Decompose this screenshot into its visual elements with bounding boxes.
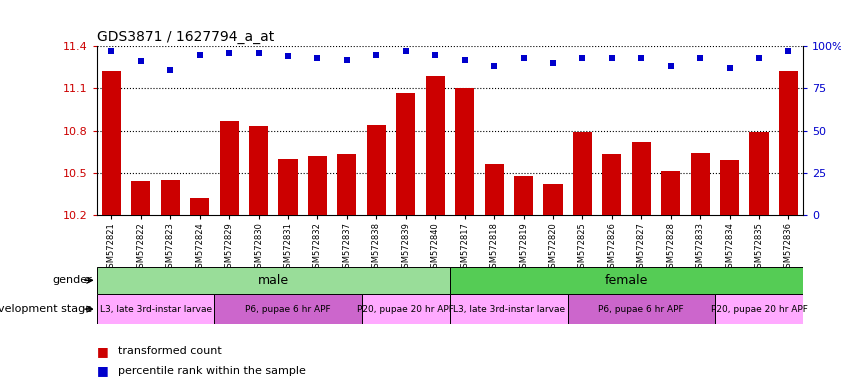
- Point: [575, 55, 589, 61]
- Bar: [514, 175, 533, 215]
- Point: [781, 48, 795, 54]
- Bar: [131, 181, 151, 215]
- Text: P6, pupae 6 hr APF: P6, pupae 6 hr APF: [246, 305, 331, 314]
- Bar: [278, 159, 298, 215]
- Text: male: male: [257, 274, 289, 287]
- Point: [752, 55, 765, 61]
- Point: [546, 60, 559, 66]
- Bar: [97, 294, 214, 324]
- Point: [104, 48, 118, 54]
- Text: L3, late 3rd-instar larvae: L3, late 3rd-instar larvae: [452, 305, 565, 314]
- Bar: [367, 125, 386, 215]
- Bar: [161, 180, 180, 215]
- Bar: [450, 267, 803, 294]
- Bar: [632, 142, 651, 215]
- Point: [428, 51, 442, 58]
- Point: [693, 55, 706, 61]
- Bar: [543, 184, 563, 215]
- Bar: [455, 88, 474, 215]
- Text: ■: ■: [97, 345, 108, 358]
- Point: [458, 56, 471, 63]
- Bar: [362, 294, 450, 324]
- Bar: [690, 153, 710, 215]
- Point: [399, 48, 412, 54]
- Text: P20, pupae 20 hr APF: P20, pupae 20 hr APF: [357, 305, 454, 314]
- Bar: [450, 294, 568, 324]
- Bar: [220, 121, 239, 215]
- Point: [487, 63, 500, 70]
- Text: transformed count: transformed count: [118, 346, 221, 356]
- Bar: [779, 71, 798, 215]
- Point: [134, 58, 147, 65]
- Point: [193, 51, 206, 58]
- Point: [634, 55, 648, 61]
- Text: P6, pupae 6 hr APF: P6, pupae 6 hr APF: [599, 305, 684, 314]
- Bar: [573, 132, 592, 215]
- Bar: [97, 267, 450, 294]
- Point: [281, 53, 294, 59]
- Point: [310, 55, 324, 61]
- Bar: [568, 294, 715, 324]
- Text: ■: ■: [97, 364, 108, 377]
- Bar: [214, 294, 362, 324]
- Point: [251, 50, 265, 56]
- Bar: [308, 156, 327, 215]
- Bar: [749, 132, 769, 215]
- Bar: [661, 171, 680, 215]
- Bar: [715, 294, 803, 324]
- Text: P20, pupae 20 hr APF: P20, pupae 20 hr APF: [711, 305, 807, 314]
- Point: [340, 56, 353, 63]
- Text: percentile rank within the sample: percentile rank within the sample: [118, 366, 305, 376]
- Bar: [602, 154, 621, 215]
- Point: [664, 63, 677, 70]
- Text: female: female: [605, 274, 648, 287]
- Text: L3, late 3rd-instar larvae: L3, late 3rd-instar larvae: [99, 305, 212, 314]
- Text: gender: gender: [53, 275, 93, 285]
- Point: [222, 50, 235, 56]
- Bar: [249, 126, 268, 215]
- Point: [516, 55, 530, 61]
- Point: [605, 55, 618, 61]
- Text: development stage: development stage: [0, 304, 93, 314]
- Point: [722, 65, 736, 71]
- Bar: [720, 160, 739, 215]
- Bar: [190, 198, 209, 215]
- Bar: [396, 93, 415, 215]
- Point: [163, 67, 177, 73]
- Bar: [337, 154, 357, 215]
- Point: [369, 51, 383, 58]
- Text: GDS3871 / 1627794_a_at: GDS3871 / 1627794_a_at: [97, 30, 274, 44]
- Bar: [426, 76, 445, 215]
- Bar: [484, 164, 504, 215]
- Bar: [102, 71, 121, 215]
